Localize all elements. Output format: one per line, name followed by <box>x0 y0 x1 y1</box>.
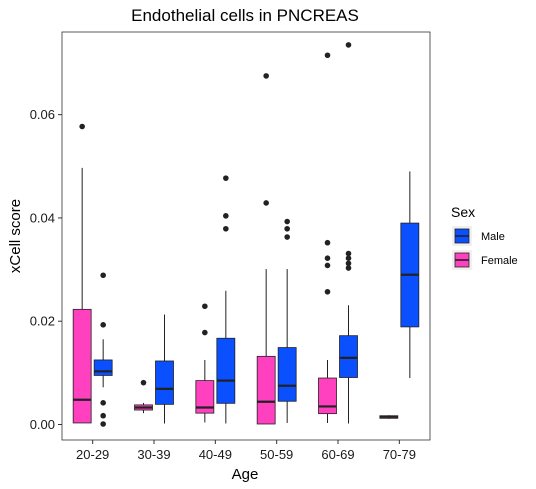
plot-panel <box>61 31 431 441</box>
outlier-point <box>223 213 229 219</box>
box-male-70-79 <box>400 171 420 379</box>
outlier-point <box>223 225 229 232</box>
outlier-point <box>100 412 106 419</box>
legend-title: Sex <box>451 204 475 220</box>
box-body <box>93 359 113 376</box>
y-axis-title: xCell score <box>7 199 24 273</box>
x-tick-label: 30-39 <box>137 447 170 462</box>
outlier-point <box>324 255 331 262</box>
outlier-point <box>284 225 290 232</box>
y-tick-label: 0.04 <box>30 210 55 225</box>
box-male-40-49 <box>216 175 236 424</box>
y-axis: 0.00 0.02 0.04 0.06 <box>30 107 62 432</box>
outlier-point <box>284 234 290 240</box>
outlier-point <box>345 250 352 257</box>
box-female-40-49 <box>195 303 215 423</box>
outlier-point <box>140 379 147 386</box>
outlier-point <box>202 329 208 336</box>
box-body <box>216 337 236 404</box>
y-tick-label: 0.06 <box>30 107 55 122</box>
outlier-point <box>263 73 269 79</box>
box-male-20-29 <box>93 272 113 427</box>
outlier-point <box>223 175 229 181</box>
x-tick-label: 50-59 <box>260 447 293 462</box>
box-female-70-79 <box>379 415 399 419</box>
box-male-50-59 <box>277 218 297 423</box>
y-tick-label: 0.02 <box>30 314 55 329</box>
box-body <box>277 347 297 402</box>
outlier-point <box>324 52 331 59</box>
box-female-60-69 <box>318 52 337 423</box>
box-male-30-39 <box>155 314 174 424</box>
outlier-point <box>100 400 106 406</box>
outlier-point <box>324 262 331 269</box>
chart-title: Endothelial cells in PNCREAS <box>131 6 359 25</box>
legend-label-female: Female <box>481 255 518 267</box>
x-tick-label: 20-29 <box>76 447 109 462</box>
outlier-point <box>324 288 331 295</box>
x-axis: 20-29 30-39 40-49 50-59 60-69 70-79 <box>76 440 416 462</box>
outlier-point <box>202 303 208 310</box>
box-body <box>72 308 92 424</box>
box-body <box>256 355 276 425</box>
outlier-point <box>345 265 352 271</box>
legend-label-male: Male <box>481 231 505 243</box>
x-tick-label: 60-69 <box>321 447 354 462</box>
box-male-60-69 <box>339 42 358 424</box>
outlier-point <box>100 272 106 279</box>
outlier-point <box>345 42 352 48</box>
box-female-30-39 <box>134 379 153 414</box>
box-body <box>318 377 337 415</box>
outlier-point <box>284 218 290 225</box>
box-body <box>339 335 358 378</box>
legend: Sex Male Female <box>451 204 518 270</box>
x-tick-label: 70-79 <box>383 447 416 462</box>
box-female-20-29 <box>72 123 92 424</box>
boxes-layer <box>72 42 420 427</box>
outlier-point <box>100 421 106 427</box>
y-tick-label: 0.00 <box>30 417 55 432</box>
box-female-50-59 <box>256 73 276 425</box>
x-tick-label: 40-49 <box>199 447 232 462</box>
outlier-point <box>100 322 106 328</box>
outlier-point <box>263 200 269 206</box>
x-axis-title: Age <box>232 466 259 483</box>
outlier-point <box>345 255 352 262</box>
outlier-point <box>324 239 331 246</box>
outlier-point <box>79 123 85 130</box>
box-body <box>155 360 174 405</box>
outlier-point <box>345 260 352 267</box>
box-body <box>195 380 215 414</box>
